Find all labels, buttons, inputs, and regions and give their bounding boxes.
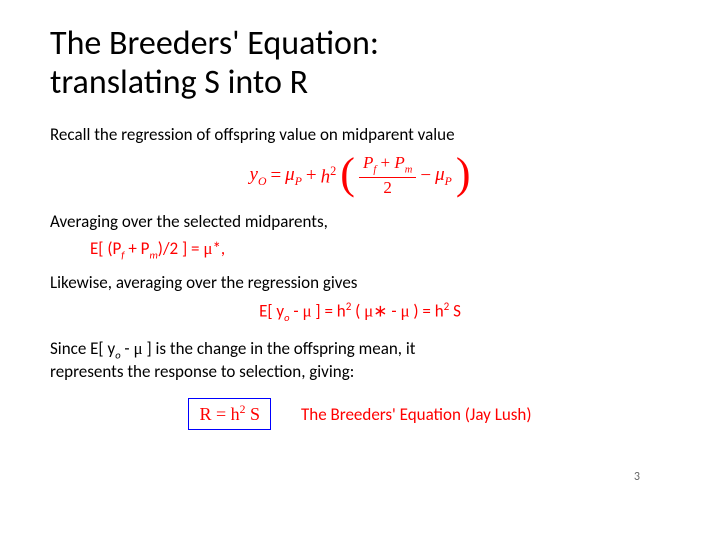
regression-equation: yO = μP + h2 ( Pf + Pm 2 − μP ) <box>50 155 670 197</box>
eq3-pre: E[ y <box>259 301 284 322</box>
eq3-mid3: ( <box>351 301 364 322</box>
line4-mu: μ <box>134 339 143 358</box>
line4a: Since E[ y <box>50 338 115 359</box>
eq1-frac-plus: + <box>376 153 394 172</box>
slide-title: The Breeders' Equation: translating S in… <box>50 24 670 102</box>
eq3-mid2: ] = h <box>312 301 346 322</box>
text-since: Since E[ yo - μ ] is the change in the o… <box>50 338 670 382</box>
eq1-equals: = <box>270 165 281 187</box>
line4d: represents the response to selection, gi… <box>50 361 354 382</box>
final-R: R = h <box>199 404 239 424</box>
title-line-2: translating S into R <box>50 62 308 103</box>
eq1-h-sup: 2 <box>330 164 336 178</box>
text-recall: Recall the regression of offspring value… <box>50 124 670 145</box>
eq1-fraction: Pf + Pm 2 <box>359 154 416 196</box>
final-S: S <box>245 404 260 424</box>
eq2-post: *, <box>212 238 225 259</box>
eq2-sub-m: m <box>149 249 157 262</box>
eq1-mu2: μ <box>435 164 445 185</box>
slide: The Breeders' Equation: translating S in… <box>0 0 720 540</box>
line4c: ] is the change in the offspring mean, i… <box>143 338 416 359</box>
eq3-mu2: μ <box>364 302 373 321</box>
page-number: 3 <box>634 470 640 484</box>
eq3-mid1: - <box>290 301 303 322</box>
eq2-mid2: )/2 ] = <box>158 238 204 259</box>
eq3-mid4: ∗ - <box>373 301 400 322</box>
eq3-mu1: μ <box>302 302 311 321</box>
breeders-equation-caption: The Breeders' Equation (Jay Lush) <box>301 404 532 425</box>
eq3-mu3: μ <box>400 302 409 321</box>
eq1-plus: + <box>306 165 317 187</box>
eq1-y-sub: O <box>258 175 267 188</box>
title-line-1: The Breeders' Equation: <box>50 23 379 64</box>
regression-averaged: E[ yo - μ ] = h2 ( μ∗ - μ ) = h2 S <box>50 299 670 324</box>
text-averaging-midparents: Averaging over the selected midparents, <box>50 211 670 232</box>
breeders-equation-box: R = h2 S <box>188 398 271 430</box>
eq1-y: y <box>250 164 258 185</box>
line4b: - <box>121 338 134 359</box>
eq2-mid1: + P <box>125 238 150 259</box>
eq1-minus: − <box>420 165 431 187</box>
eq1-mu-sub: P <box>295 175 302 188</box>
eq1-pm-sub: m <box>405 165 413 176</box>
eq3-mid6: S <box>449 301 461 322</box>
eq3-mid5: ) = h <box>410 301 444 322</box>
final-row: R = h2 S The Breeders' Equation (Jay Lus… <box>50 398 670 430</box>
text-averaging-regression: Likewise, averaging over the regression … <box>50 272 670 293</box>
eq1-mu2-sub: P <box>445 175 452 188</box>
eq1-pf: P <box>363 153 373 172</box>
eq1-mu: μ <box>285 164 295 185</box>
eq1-pm: P <box>394 153 404 172</box>
midparent-expectation: E[ (Pf + Pm)/2 ] = μ*, <box>90 238 670 261</box>
eq1-den: 2 <box>383 178 392 197</box>
eq1-h: h <box>321 167 331 188</box>
eq2-pre: E[ (P <box>90 238 121 259</box>
